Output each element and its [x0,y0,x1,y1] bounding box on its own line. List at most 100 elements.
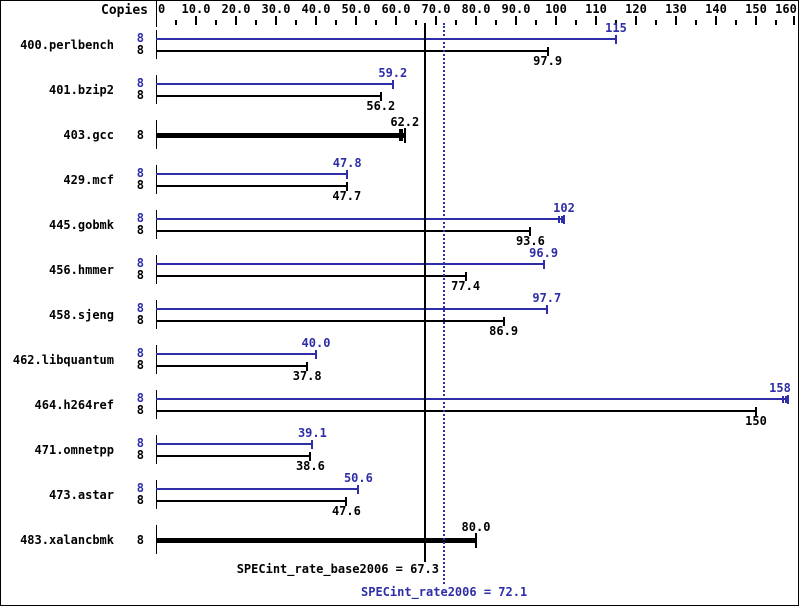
base-bar [156,537,476,543]
major-tick [355,16,357,25]
peak-bar [156,172,348,175]
minor-tick [695,20,697,25]
benchmark-label: 462.libquantum [12,352,114,367]
minor-tick [655,20,657,25]
minor-tick [335,20,337,25]
x-tick-label: 40.0 [301,2,331,16]
peak-bar [156,307,547,310]
major-tick [755,16,757,25]
x-tick-label: 80.0 [461,2,491,16]
peak-bar-end-cap [787,394,789,404]
minor-tick [215,20,217,25]
base-value-label: 47.6 [331,503,361,518]
x-tick-label: 0 [158,2,166,16]
base-bar [156,364,308,367]
peak-value-label: 158 [769,380,791,395]
base-value-label: 93.6 [515,233,545,248]
peak-bar [156,352,316,355]
peak-bar [156,82,393,85]
copies-value: 8 [136,532,144,547]
copies-value: 8 [136,402,144,417]
row-axis-segment [156,389,157,419]
peak-bar-end-cap [315,349,317,359]
benchmark-label: 456.hmmer [48,262,114,277]
base-bar-end-cap [345,496,348,506]
peak-value-label: 39.1 [297,425,327,440]
peak-bar [156,217,564,220]
base-bar-end-cap [379,91,382,101]
benchmark-label: 458.sjeng [48,307,114,322]
base-bar-end-cap [309,451,312,461]
x-tick-label: 70.0 [421,2,451,16]
base-mean-label: SPECint_rate_base2006 = 67.3 [236,562,439,576]
row-axis-segment [156,209,157,239]
x-tick-label: 110 [585,2,607,16]
benchmark-label: 464.h264ref [34,397,114,412]
base-bar-end-cap [475,532,477,548]
major-tick [595,16,597,25]
major-tick [635,16,637,25]
row-axis-segment [156,254,157,284]
major-tick [675,16,677,25]
copies-value: 8 [136,492,144,507]
major-tick [435,16,437,25]
peak-bar [156,262,544,265]
base-value-label: 56.2 [366,98,396,113]
peak-bar-end-cap [545,304,548,314]
benchmark-label: 403.gcc [63,127,114,142]
minor-tick [775,20,777,25]
copies-value: 8 [136,300,144,315]
base-value-label: 62.2 [390,114,420,129]
x-tick-label: 30.0 [261,2,291,16]
copies-value: 8 [136,30,144,45]
base-bar-end-cap [546,46,549,56]
minor-tick [575,20,577,25]
x-tick-label: 20.0 [221,2,251,16]
minor-tick [735,20,737,25]
minor-tick [495,20,497,25]
benchmark-label: 483.xalancbmk [20,532,114,547]
peak-mean-line [443,23,446,584]
base-bar-end-cap [529,226,532,236]
row-axis-segment [156,29,157,59]
peak-value-label: 59.2 [378,65,408,80]
copies-column-header: Copies [101,3,148,18]
major-tick [395,16,397,25]
base-bar [156,94,381,97]
x-tick-label: 140 [705,2,727,16]
base-bar [156,319,504,322]
x-tick-label: 90.0 [501,2,531,16]
copies-value: 8 [136,165,144,180]
row-axis-segment [156,299,157,329]
base-bar-end-cap [306,361,309,371]
base-bar-end-cap [403,127,406,143]
copies-value: 8 [136,222,144,237]
base-bar [156,49,548,52]
peak-bar [156,37,616,40]
copies-value: 8 [136,357,144,372]
base-value-label: 38.6 [295,458,325,473]
run-mark [401,128,404,141]
peak-value-label: 97.7 [532,290,562,305]
copies-value: 8 [136,255,144,270]
copies-value: 8 [136,447,144,462]
base-value-label: 77.4 [451,278,481,293]
row-axis-segment [156,74,157,104]
peak-bar-end-cap [357,484,360,494]
minor-tick [615,20,617,25]
base-value-label: 150 [745,413,767,428]
run-mark [398,128,401,141]
run-mark [784,395,787,403]
peak-value-label: 40.0 [301,335,331,350]
row-axis-segment [156,344,157,374]
row-axis-segment [156,164,157,194]
peak-value-label: 115 [605,20,627,35]
major-tick [235,16,237,25]
x-tick-label: 10.0 [181,2,211,16]
base-bar-end-cap [345,181,348,191]
peak-bar-end-cap [346,169,349,179]
peak-bar-end-cap [615,34,617,44]
major-tick [275,16,277,25]
run-mark [782,395,784,403]
row-axis-segment [156,434,157,464]
